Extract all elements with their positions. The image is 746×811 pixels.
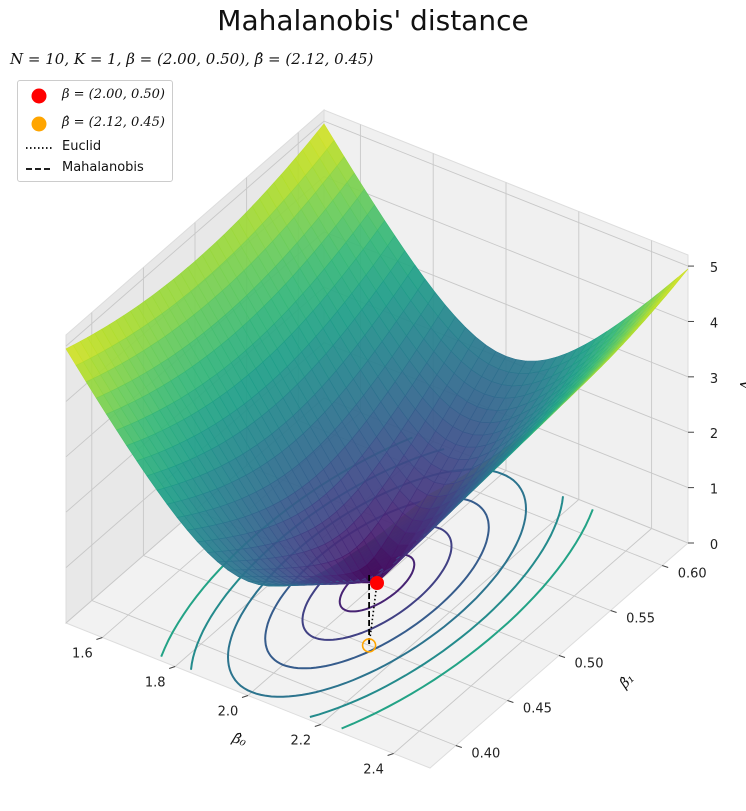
x-tick-label: 1.6 [72,647,93,662]
z-tick-label: 3 [710,372,718,387]
contour-line [309,622,479,718]
legend-label-euclid: Euclid [62,139,102,154]
legend: β = (2.00, 0.50) β̂ = (2.12, 0.45) Eucli… [17,80,173,182]
surface-patch [670,268,689,287]
dashed-line-icon [26,168,52,170]
legend-item-beta: β = (2.00, 0.50) [18,85,172,107]
beta-hat-point [361,638,377,653]
y-tick [558,655,566,658]
legend-label-beta-hat: β̂ = (2.12, 0.45) [62,115,165,130]
red-dot-icon [31,88,47,104]
euclid-line [368,582,378,646]
axis-ticks: 1.6 1.8 2.0 2.2 2.4 0.40 0.45 0.50 0.55 0.600 1 2 3 4… [72,261,718,777]
y-tick-label: 0.40 [471,747,500,762]
orange-dot-icon [31,116,47,132]
x-tick [241,695,249,698]
x-tick-label: 2.0 [218,705,239,720]
y-tick-label: 0.50 [575,657,604,672]
z-tick-label: 2 [710,427,718,442]
x-tick-label: 2.2 [290,734,311,749]
x-tick [387,753,394,756]
z-tick-label: 1 [710,483,718,498]
z-tick-label: 5 [710,261,718,276]
z-axis-label: V [736,380,746,392]
chart-subtitle: N = 10, K = 1, β = (2.00, 0.50), β̂ = (2… [10,50,374,68]
legend-item-euclid: Euclid [18,137,172,159]
y-tick-label: 0.60 [678,567,707,582]
z-tick-label: 4 [710,316,718,331]
beta-point [370,576,384,590]
surface-mesh [65,123,689,587]
contour-line [497,509,594,633]
y-tick [507,700,514,703]
contour-line [477,496,564,625]
x-tick [96,637,103,640]
y-tick [610,610,617,613]
legend-item-mahalanobis: Mahalanobis [18,158,172,180]
y-tick [455,745,462,748]
chart-title: Mahalanobis' distance [217,4,529,37]
x-tick-label: 2.4 [363,763,384,778]
x-tick [314,724,321,727]
x-axis-label: β̂₀ [229,730,249,750]
x-tick [169,666,176,669]
x-tick-label: 1.8 [145,676,166,691]
dotted-line-icon [26,147,52,149]
y-tick-label: 0.45 [523,702,552,717]
legend-label-mahalanobis: Mahalanobis [62,160,144,175]
legend-label-beta: β = (2.00, 0.50) [62,87,165,102]
z-tick-label: 0 [710,538,718,553]
y-axis-label: β̂₁ [616,671,638,693]
y-tick-label: 0.55 [626,612,655,627]
point-marks [361,575,384,653]
z-gridline [65,120,689,347]
contour-line [341,630,499,730]
legend-item-beta-hat: β̂ = (2.12, 0.45) [18,113,172,135]
y-tick [662,565,669,568]
